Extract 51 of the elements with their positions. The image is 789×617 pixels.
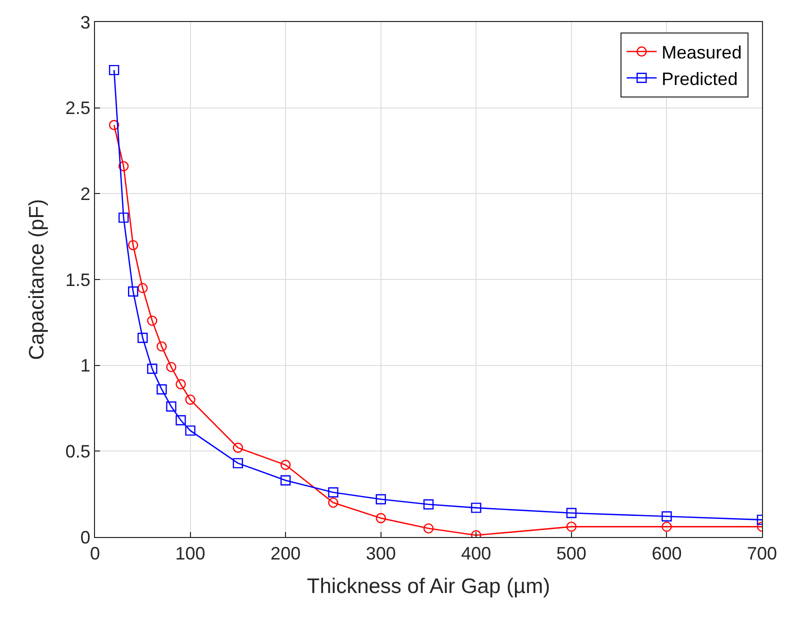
point [118,212,129,223]
point [280,460,291,470]
point [147,316,158,326]
point [108,64,120,76]
point [280,475,291,486]
point [156,341,167,352]
legend-label: Predicted [662,68,738,89]
point [185,425,196,436]
y-tick-label: 1.5 [65,270,90,290]
x-tick-label: 300 [366,544,396,564]
point [176,379,186,390]
point [138,332,148,343]
y-tick-label: 3 [80,12,90,32]
point [185,394,196,405]
point [471,502,482,513]
x-tick-label: 600 [652,544,682,564]
point [328,498,338,508]
y-axis-title: Capacitance (pF) [26,198,49,360]
x-tick-label: 200 [270,544,301,564]
y-tick-label: 1 [80,356,90,376]
point [662,511,672,522]
point [176,415,186,426]
point [376,494,386,504]
point [138,282,148,294]
legend-label: Measured [662,42,742,63]
point [566,508,577,518]
y-tick-label: 2.5 [65,98,90,118]
y-tick-label: 0.5 [65,441,90,462]
y-tick-label: 0 [80,527,90,548]
point [147,364,158,374]
point [118,161,129,172]
x-tick-label: 500 [556,544,586,564]
point [128,286,138,297]
point [376,513,386,524]
y-tick-label: 2 [80,184,90,204]
point [566,522,577,532]
x-tick-label: 700 [746,544,778,564]
x-tick-label: 100 [175,544,206,564]
point [423,523,434,534]
x-tick-label: 400 [461,544,492,564]
point [662,522,672,532]
point [166,401,176,412]
point [232,458,244,468]
point [156,384,167,394]
point [108,120,120,130]
point [423,499,434,510]
point [128,240,138,250]
x-axis-title: Thickness of Air Gap (µm) [306,574,550,598]
point [328,487,338,498]
point [166,362,176,372]
point [232,442,244,453]
